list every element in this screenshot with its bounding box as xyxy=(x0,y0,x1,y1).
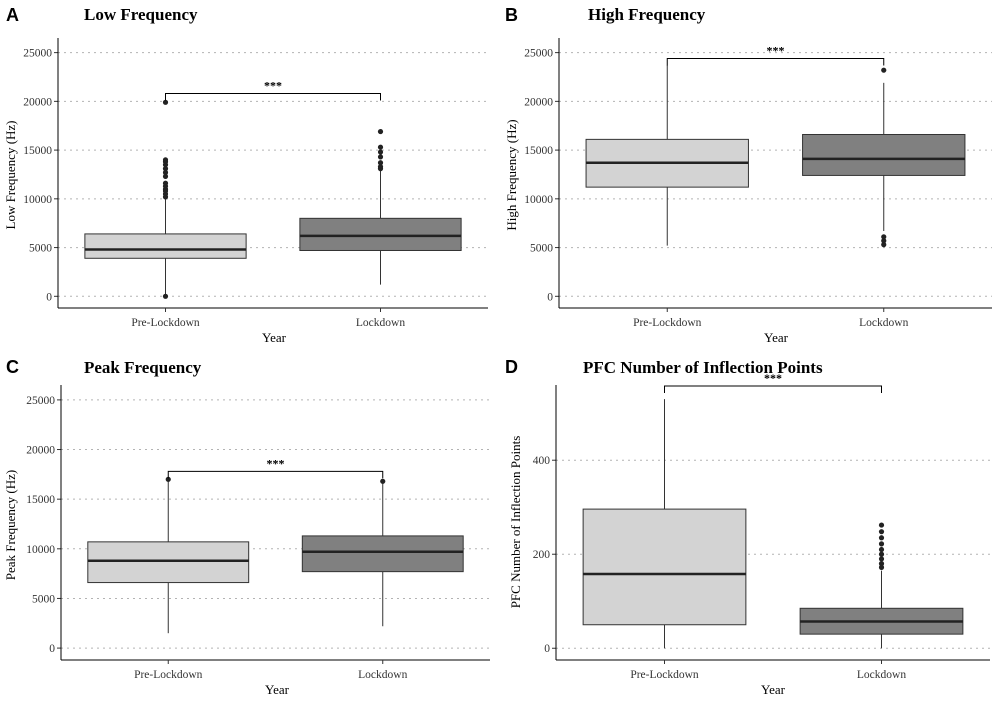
y-tick-label: 10000 xyxy=(524,194,553,206)
outlier-point xyxy=(878,529,885,535)
outlier-point xyxy=(162,169,169,176)
x-axis-title: Year xyxy=(761,682,786,697)
significance-label: *** xyxy=(264,79,282,93)
outlier-point xyxy=(165,476,171,482)
x-axis-title: Year xyxy=(262,330,287,345)
outlier-point xyxy=(377,154,384,160)
panel-c: C Peak Frequency Peak Frequency (Hz) Yea… xyxy=(3,357,490,697)
outlier-point xyxy=(377,160,384,166)
box xyxy=(84,233,247,259)
y-axis-title: High Frequency (Hz) xyxy=(504,119,519,230)
significance-label: *** xyxy=(267,456,285,470)
y-axis-title: Peak Frequency (Hz) xyxy=(3,470,18,580)
panel-a: A Low Frequency Low Frequency (Hz) Year … xyxy=(3,5,488,345)
outlier-point xyxy=(162,180,169,186)
x-tick-label: Lockdown xyxy=(859,317,908,329)
y-tick-label: 0 xyxy=(49,643,55,655)
x-tick-label: Pre-Lockdown xyxy=(134,669,203,681)
box xyxy=(299,217,462,251)
x-axis-title: Year xyxy=(764,330,789,345)
x-tick-label: Lockdown xyxy=(857,669,906,681)
y-tick-label: 5000 xyxy=(32,593,55,605)
panel-letter: B xyxy=(505,5,518,25)
outlier-point xyxy=(377,144,384,150)
y-tick-label: 0 xyxy=(46,291,52,303)
outlier-point xyxy=(878,564,885,570)
outlier-point xyxy=(377,149,384,155)
outlier-point xyxy=(878,522,885,528)
box xyxy=(582,508,747,626)
panel-title: PFC Number of Inflection Points xyxy=(583,358,823,377)
significance-label: *** xyxy=(764,371,782,385)
outlier-point xyxy=(162,293,169,299)
y-tick-label: 25000 xyxy=(524,48,553,60)
outlier-point xyxy=(878,546,885,553)
panel-title: Peak Frequency xyxy=(84,358,202,377)
x-tick-label: Lockdown xyxy=(356,317,405,329)
y-tick-label: 15000 xyxy=(23,145,52,157)
y-tick-label: 10000 xyxy=(23,194,52,206)
outlier-point xyxy=(878,561,885,567)
outlier-point xyxy=(878,556,885,562)
x-tick-label: Pre-Lockdown xyxy=(630,669,699,681)
y-tick-label: 200 xyxy=(533,549,551,561)
panel-b: B High Frequency High Frequency (Hz) Yea… xyxy=(504,5,992,345)
panel-title: Low Frequency xyxy=(84,5,198,24)
panel-d: D PFC Number of Inflection Points PFC Nu… xyxy=(505,357,990,697)
y-tick-label: 10000 xyxy=(26,544,55,556)
box xyxy=(87,541,250,584)
significance-bracket xyxy=(666,57,885,66)
outlier-point xyxy=(878,541,885,547)
panel-title: High Frequency xyxy=(588,5,706,24)
panel-letter: A xyxy=(6,5,19,25)
outlier-point xyxy=(881,234,887,240)
outlier-point xyxy=(881,67,887,73)
significance-bracket xyxy=(664,385,882,393)
y-tick-label: 25000 xyxy=(23,48,52,60)
outlier-point xyxy=(162,157,169,163)
significance-label: *** xyxy=(767,43,785,57)
outlier-point xyxy=(881,238,887,244)
outlier-point xyxy=(162,99,169,105)
y-tick-label: 5000 xyxy=(29,243,52,255)
outlier-point xyxy=(878,535,885,541)
outlier-point xyxy=(380,478,386,484)
y-tick-label: 0 xyxy=(544,643,550,655)
x-tick-label: Pre-Lockdown xyxy=(633,317,702,329)
outlier-point xyxy=(162,173,169,180)
outlier-point xyxy=(377,128,384,135)
outlier-point xyxy=(162,166,169,172)
outlier-point xyxy=(878,551,885,557)
outlier-point xyxy=(377,164,384,170)
y-tick-label: 20000 xyxy=(26,445,55,457)
y-tick-label: 15000 xyxy=(26,494,55,506)
significance-bracket xyxy=(167,470,384,479)
x-tick-label: Lockdown xyxy=(358,669,407,681)
y-tick-label: 20000 xyxy=(524,96,553,108)
y-tick-label: 400 xyxy=(533,455,551,467)
box xyxy=(301,535,464,573)
y-tick-label: 20000 xyxy=(23,96,52,108)
box xyxy=(802,133,966,176)
y-axis-title: Low Frequency (Hz) xyxy=(3,120,18,229)
panel-letter: C xyxy=(6,357,19,377)
y-axis-title: PFC Number of Inflection Points xyxy=(508,436,523,609)
y-tick-label: 0 xyxy=(547,291,553,303)
significance-bracket xyxy=(165,93,381,101)
outlier-point xyxy=(881,242,887,248)
y-tick-label: 25000 xyxy=(26,395,55,407)
panel-letter: D xyxy=(505,357,518,377)
y-tick-label: 5000 xyxy=(530,243,553,255)
x-tick-label: Pre-Lockdown xyxy=(131,317,200,329)
x-axis-title: Year xyxy=(265,682,290,697)
y-tick-label: 15000 xyxy=(524,145,553,157)
